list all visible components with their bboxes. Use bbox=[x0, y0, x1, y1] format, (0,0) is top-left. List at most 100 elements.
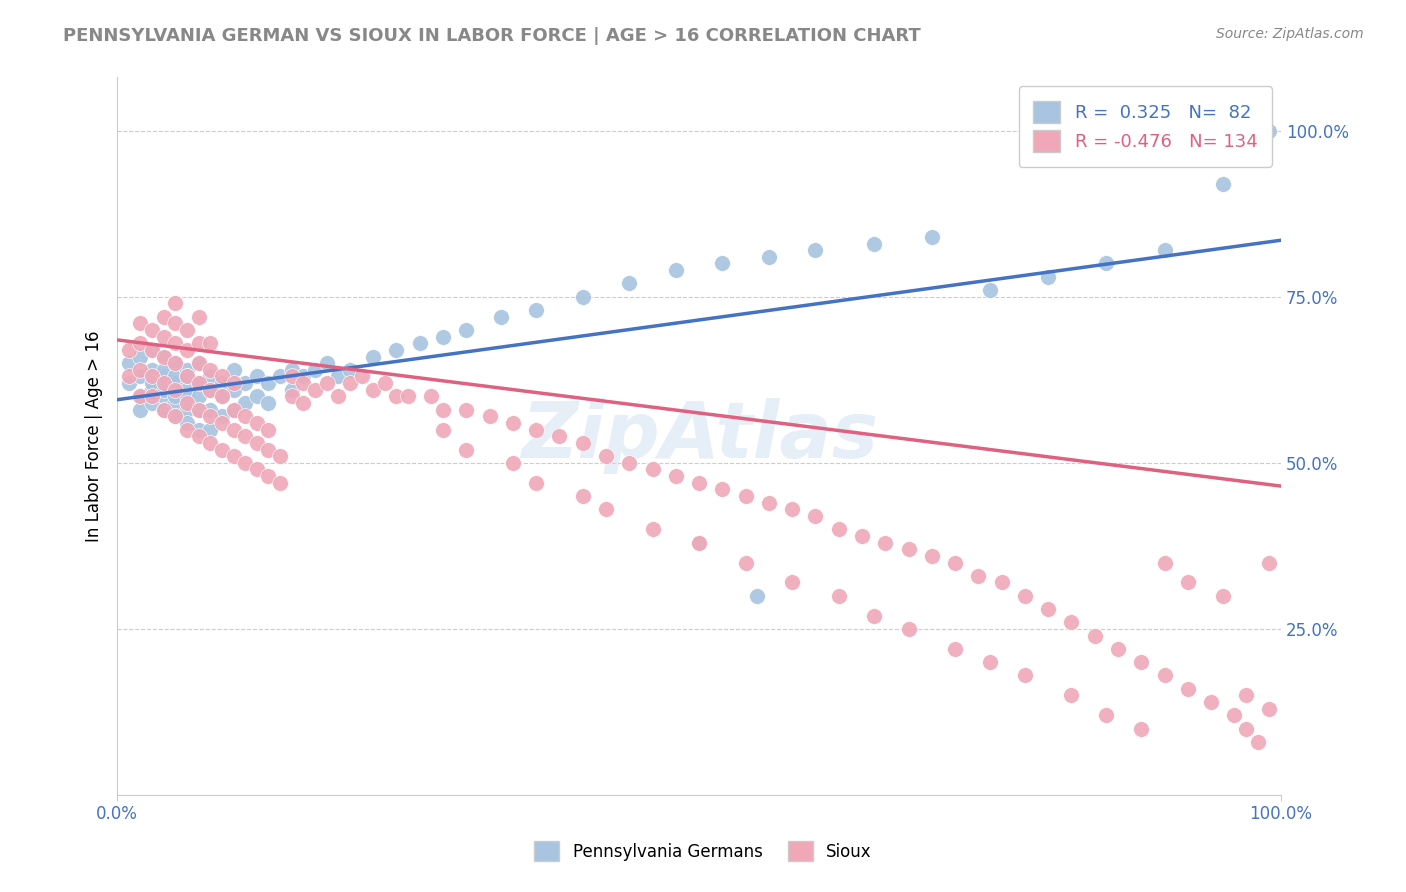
Point bbox=[152, 383, 174, 397]
Point bbox=[862, 608, 884, 623]
Point bbox=[118, 376, 141, 390]
Point bbox=[211, 389, 233, 403]
Point bbox=[200, 383, 222, 397]
Point bbox=[315, 356, 337, 370]
Point bbox=[374, 376, 396, 390]
Point bbox=[571, 436, 593, 450]
Point bbox=[595, 449, 617, 463]
Point bbox=[292, 396, 315, 410]
Point bbox=[758, 250, 780, 264]
Point bbox=[269, 369, 291, 384]
Point bbox=[141, 376, 163, 390]
Point bbox=[304, 363, 326, 377]
Point bbox=[165, 356, 187, 370]
Point bbox=[456, 442, 478, 457]
Point bbox=[571, 290, 593, 304]
Point bbox=[152, 376, 174, 390]
Point bbox=[979, 283, 1001, 297]
Point bbox=[246, 369, 269, 384]
Point bbox=[222, 402, 245, 417]
Point bbox=[1153, 668, 1175, 682]
Point bbox=[211, 409, 233, 424]
Point bbox=[152, 402, 174, 417]
Point bbox=[1014, 668, 1036, 682]
Point bbox=[1038, 269, 1060, 284]
Point bbox=[409, 336, 432, 351]
Point bbox=[176, 423, 198, 437]
Point bbox=[281, 363, 304, 377]
Point bbox=[118, 369, 141, 384]
Point bbox=[432, 423, 454, 437]
Point bbox=[339, 376, 361, 390]
Point bbox=[641, 522, 664, 536]
Point bbox=[152, 402, 174, 417]
Point bbox=[129, 402, 152, 417]
Point bbox=[211, 389, 233, 403]
Point bbox=[1258, 701, 1281, 715]
Point bbox=[129, 389, 152, 403]
Point bbox=[432, 329, 454, 343]
Point bbox=[315, 376, 337, 390]
Point bbox=[187, 402, 209, 417]
Point bbox=[200, 363, 222, 377]
Point bbox=[200, 369, 222, 384]
Point bbox=[281, 389, 304, 403]
Point bbox=[152, 310, 174, 324]
Point bbox=[281, 369, 304, 384]
Point bbox=[257, 469, 280, 483]
Point bbox=[328, 369, 350, 384]
Point bbox=[129, 369, 152, 384]
Point bbox=[187, 356, 209, 370]
Point bbox=[165, 356, 187, 370]
Point bbox=[246, 389, 269, 403]
Point bbox=[688, 535, 710, 549]
Point bbox=[165, 316, 187, 330]
Point bbox=[222, 376, 245, 390]
Point bbox=[1107, 641, 1129, 656]
Point bbox=[141, 389, 163, 403]
Point bbox=[187, 356, 209, 370]
Point bbox=[200, 336, 222, 351]
Point bbox=[804, 508, 827, 523]
Point bbox=[489, 310, 512, 324]
Point bbox=[118, 356, 141, 370]
Point bbox=[396, 389, 419, 403]
Point bbox=[211, 442, 233, 457]
Point bbox=[804, 243, 827, 257]
Point bbox=[152, 369, 174, 384]
Point bbox=[129, 350, 152, 364]
Point bbox=[176, 363, 198, 377]
Point bbox=[176, 383, 198, 397]
Point bbox=[233, 409, 256, 424]
Point bbox=[851, 529, 873, 543]
Point bbox=[828, 522, 851, 536]
Point bbox=[233, 429, 256, 443]
Point bbox=[688, 475, 710, 490]
Point bbox=[967, 569, 990, 583]
Point bbox=[165, 409, 187, 424]
Point bbox=[828, 589, 851, 603]
Point bbox=[187, 389, 209, 403]
Point bbox=[1234, 722, 1257, 736]
Point bbox=[1095, 708, 1118, 723]
Point bbox=[420, 389, 443, 403]
Point bbox=[165, 376, 187, 390]
Point bbox=[456, 323, 478, 337]
Point bbox=[571, 489, 593, 503]
Point bbox=[187, 376, 209, 390]
Point bbox=[595, 502, 617, 516]
Point bbox=[548, 429, 571, 443]
Point bbox=[152, 350, 174, 364]
Point bbox=[152, 389, 174, 403]
Point bbox=[524, 475, 547, 490]
Point bbox=[257, 423, 280, 437]
Point bbox=[1153, 243, 1175, 257]
Point bbox=[688, 535, 710, 549]
Point bbox=[1212, 589, 1234, 603]
Point bbox=[141, 323, 163, 337]
Point bbox=[1084, 629, 1107, 643]
Point bbox=[979, 655, 1001, 669]
Point bbox=[921, 230, 943, 244]
Point bbox=[711, 256, 734, 270]
Point bbox=[734, 489, 756, 503]
